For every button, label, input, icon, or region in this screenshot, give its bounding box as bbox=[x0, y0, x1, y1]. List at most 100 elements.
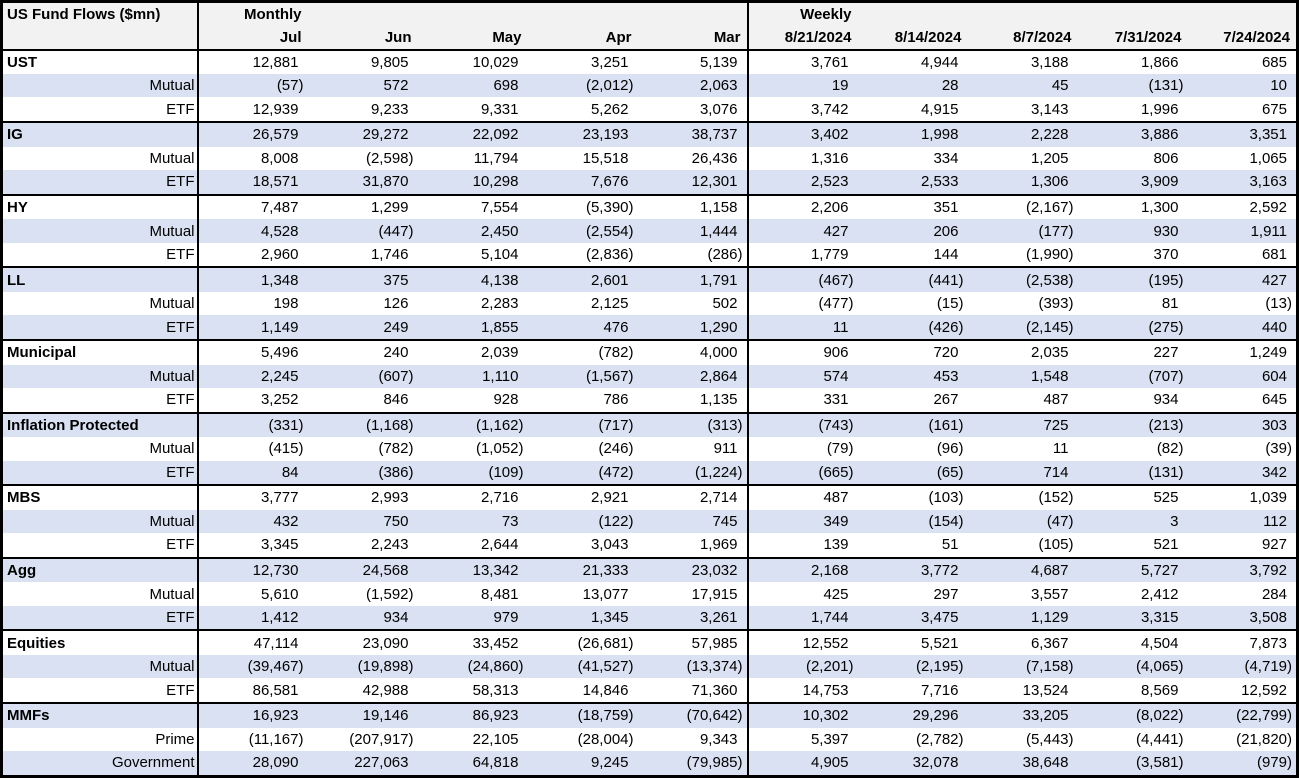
value-cell: (26,681) bbox=[527, 629, 638, 656]
value-cell: (24,860) bbox=[417, 655, 528, 679]
value-cell: (19,898) bbox=[307, 655, 418, 679]
value-cell: 73 bbox=[417, 509, 528, 534]
value-cell: 9,245 bbox=[527, 750, 638, 777]
value-cell: 1,345 bbox=[527, 605, 638, 631]
value-cell: 198 bbox=[273, 295, 299, 313]
value-cell: 3 bbox=[1077, 509, 1188, 534]
value-cell: 1,548 bbox=[967, 364, 1078, 388]
value-cell: 5,727 bbox=[1077, 556, 1188, 583]
value-cell: (2,538) bbox=[967, 266, 1078, 292]
value-cell: 11,794 bbox=[473, 149, 519, 167]
value-cell: (39) bbox=[1265, 440, 1292, 458]
table-row: Mutual 4,528 (447) 2,450 (2,554) 1,444 427 206(… bbox=[1, 219, 1298, 243]
value-cell: 12,592 bbox=[1241, 681, 1287, 699]
row-label: Mutual bbox=[1, 291, 199, 316]
value-cell: (152) bbox=[967, 484, 1078, 510]
row-label: ETF bbox=[1, 170, 199, 195]
group-label: LL bbox=[1, 266, 199, 292]
value-cell: 12,301 bbox=[637, 170, 749, 195]
value-cell: 3,315 bbox=[1077, 605, 1188, 631]
row-label: ETF bbox=[1, 460, 199, 486]
value-cell: 144 bbox=[933, 246, 959, 263]
value-cell: 23,193 bbox=[527, 121, 638, 147]
value-cell: (13,374) bbox=[637, 655, 749, 679]
table-row: Mutual 198 126 2,283 2,125 502 (477) (15) (393) 8… bbox=[1, 291, 1298, 316]
value-cell: 745 bbox=[637, 509, 749, 534]
value-cell: 574 bbox=[747, 364, 858, 388]
value-cell: (207,917) bbox=[349, 730, 414, 748]
value-cell: 2,644 bbox=[480, 536, 519, 554]
value-cell: (743) bbox=[747, 411, 858, 438]
value-cell: 13,077 bbox=[582, 585, 629, 603]
value-cell: 2,716 bbox=[417, 484, 528, 510]
value-cell: 3,886 bbox=[1077, 121, 1188, 147]
value-cell: 5,139 bbox=[637, 48, 749, 75]
value-cell: 4,915 bbox=[920, 100, 959, 118]
value-cell: (105) bbox=[1038, 536, 1074, 554]
value-cell: (782) bbox=[527, 338, 638, 365]
table-row: Mutual 5,610 (1,592) 8,481 13,077 17,915 425 29… bbox=[1, 582, 1298, 606]
value-cell: (70,642) bbox=[637, 701, 749, 728]
value-cell: 112 bbox=[1187, 509, 1298, 534]
value-cell: 3,043 bbox=[590, 536, 629, 554]
value-cell: 675 bbox=[1261, 100, 1287, 118]
value-cell: 1,866 bbox=[1077, 48, 1188, 75]
row-label: Mutual bbox=[1, 582, 199, 606]
column-header: 8/21/2024 bbox=[747, 26, 858, 51]
table-row: Mutual 432 750 73 (122) 745 349 (154) (47) 3 112 bbox=[1, 509, 1298, 534]
table-row: ETF 1,149 249 1,855 476 1,290 11 (426) (2,145) (2… bbox=[1, 315, 1298, 340]
table-row: ETF 1,412 934 979 1,345 3,261 1,744 3,475 1,129 3… bbox=[1, 605, 1298, 631]
value-cell: 2,714 bbox=[637, 484, 749, 510]
value-cell: 81 bbox=[1161, 295, 1179, 313]
value-cell: 928 bbox=[493, 391, 519, 409]
value-cell: 720 bbox=[857, 338, 968, 365]
value-cell: 3,402 bbox=[747, 121, 858, 147]
value-cell: (195) bbox=[1077, 266, 1188, 292]
row-label: Mutual bbox=[1, 146, 199, 171]
table-row: Mutual 8,008 (2,598) 11,794 15,518 26,436 1,31… bbox=[1, 146, 1298, 171]
value-cell: (477) bbox=[818, 295, 854, 313]
value-cell: 4,138 bbox=[417, 266, 528, 292]
header-spacer bbox=[1077, 1, 1188, 27]
table-row: Mutual (415) (782) (1,052) (246) 911 (79) (96) 1… bbox=[1, 437, 1298, 461]
value-cell: (472) bbox=[527, 460, 638, 486]
table-row: ETF 3,252 846 928 786 1,135 331 267 487 934 645 bbox=[1, 387, 1298, 413]
value-cell: (213) bbox=[1077, 411, 1188, 438]
value-cell: (607) bbox=[307, 364, 418, 388]
value-cell: 4,905 bbox=[747, 750, 858, 777]
value-cell: (2,012) bbox=[527, 74, 638, 98]
value-cell: 1,135 bbox=[637, 387, 749, 413]
table-row: Inflation Protected (331) (1,168) (1,162) (7… bbox=[1, 411, 1298, 438]
table-row: ETF 18,571 31,870 10,298 7,676 12,301 2,523 2,5… bbox=[1, 170, 1298, 195]
value-cell: 1,746 bbox=[370, 246, 409, 263]
column-header: 8/14/2024 bbox=[857, 26, 968, 51]
value-cell: 31,870 bbox=[307, 170, 418, 195]
value-cell: (177) bbox=[967, 219, 1078, 243]
value-cell: 3,252 bbox=[260, 391, 299, 409]
value-cell: 11 bbox=[747, 315, 858, 340]
value-cell: 2,864 bbox=[637, 364, 749, 388]
value-cell: 5,397 bbox=[810, 730, 849, 748]
value-cell: 8,008 bbox=[260, 149, 299, 167]
value-cell: 3,909 bbox=[1077, 170, 1188, 195]
value-cell: 2,960 bbox=[260, 246, 299, 263]
row-label: Mutual bbox=[1, 655, 199, 679]
row-label: Mutual bbox=[1, 509, 199, 534]
value-cell: 1,110 bbox=[417, 364, 528, 388]
value-cell: 750 bbox=[307, 509, 418, 534]
value-cell: (275) bbox=[1077, 315, 1188, 340]
value-cell: 2,412 bbox=[1140, 585, 1179, 603]
value-cell: 3,777 bbox=[197, 484, 308, 510]
value-cell: 370 bbox=[1153, 246, 1179, 263]
value-cell: (131) bbox=[1077, 74, 1188, 98]
value-cell: 2,993 bbox=[307, 484, 418, 510]
value-cell: (1,168) bbox=[307, 411, 418, 438]
value-cell: (313) bbox=[637, 411, 749, 438]
column-header: Jun bbox=[307, 26, 418, 51]
group-label: MMFs bbox=[1, 701, 199, 728]
value-cell: 9,805 bbox=[307, 48, 418, 75]
value-cell: 427 bbox=[1187, 266, 1298, 292]
value-cell: 349 bbox=[747, 509, 858, 534]
column-header: 7/31/2024 bbox=[1077, 26, 1188, 51]
